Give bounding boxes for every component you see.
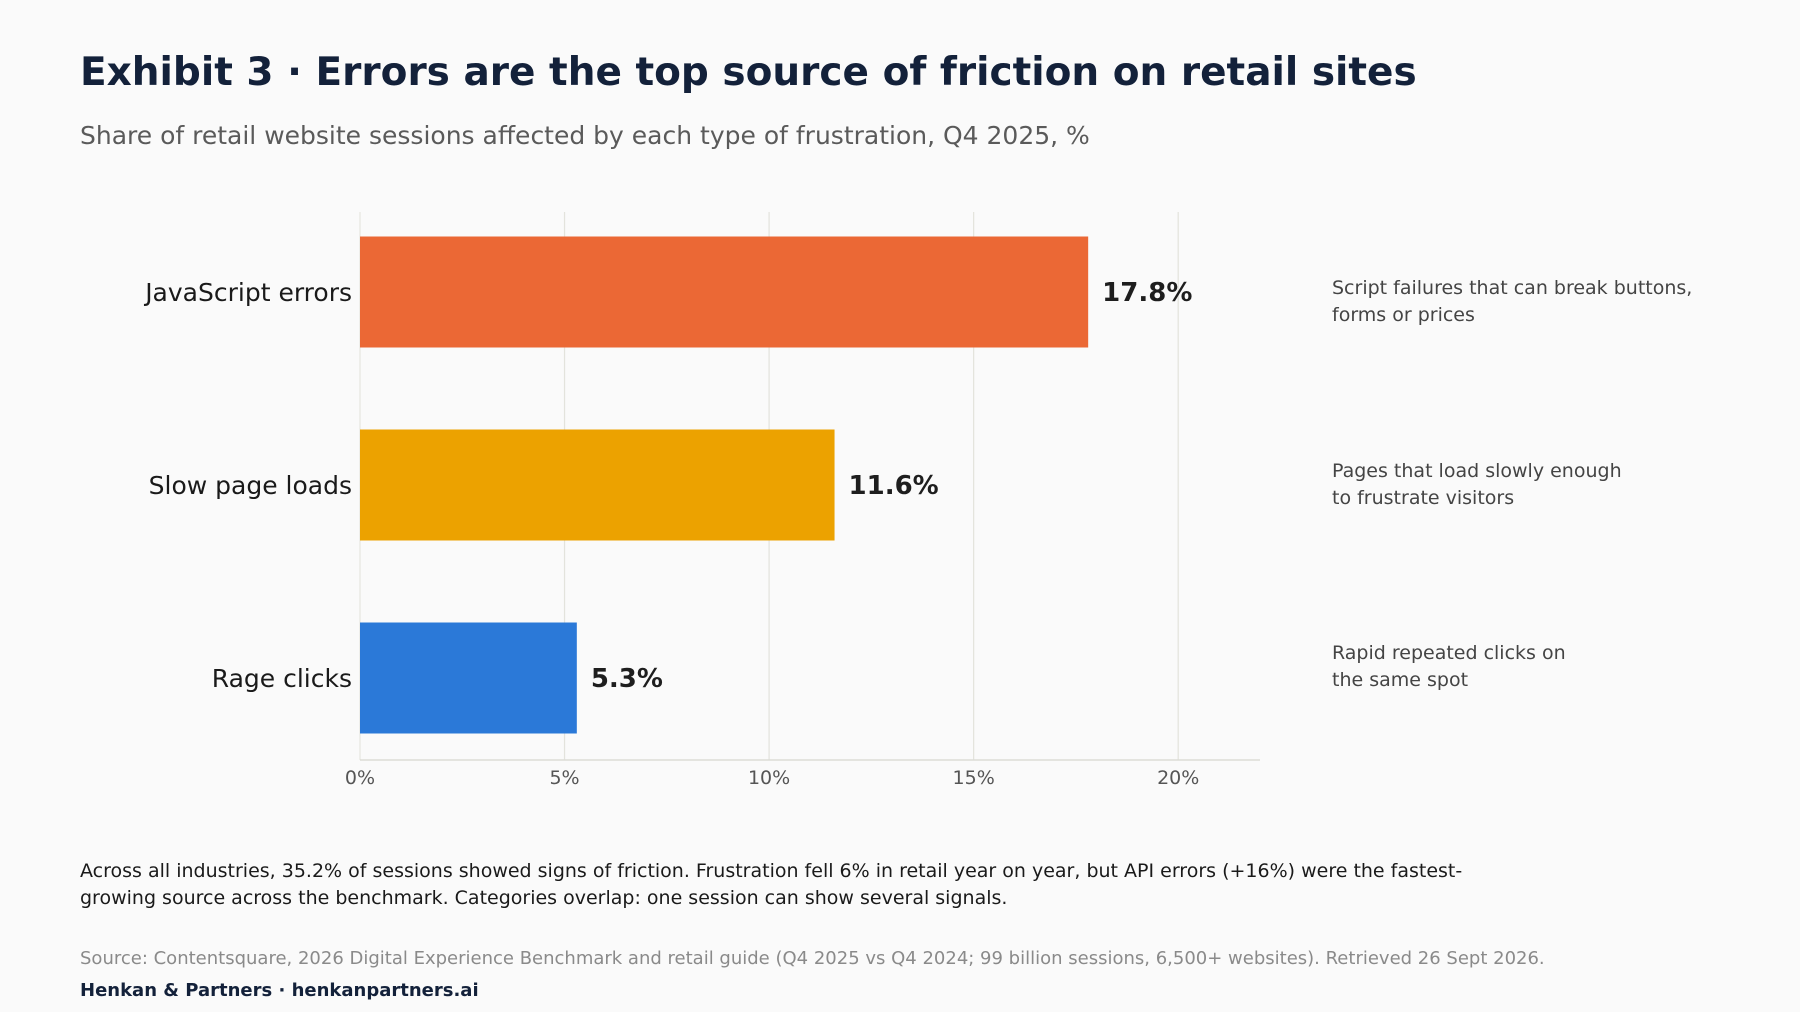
x-tick-label: 5% xyxy=(549,767,579,789)
summary-text: Across all industries, 35.2% of sessions… xyxy=(80,860,1463,909)
x-tick-label: 10% xyxy=(748,767,790,789)
bar-chart: 0% 5% 10% 15% 20% JavaScript errors 17.8% Slow … xyxy=(143,212,1260,789)
annotation-javascript-errors: Script failures that can break buttons, … xyxy=(1332,277,1693,326)
category-label: Slow page loads xyxy=(149,471,352,500)
annotation-rage-clicks: Rapid repeated clicks on the same spot xyxy=(1332,642,1566,691)
category-label: JavaScript errors xyxy=(143,278,352,307)
category-label: Rage clicks xyxy=(212,664,352,693)
source-note: Source: Contentsquare, 2026 Digital Expe… xyxy=(80,948,1545,969)
annotation-slow-page-loads: Pages that load slowly enough to frustra… xyxy=(1332,460,1622,509)
value-label: 11.6% xyxy=(849,471,939,501)
chart-title: Exhibit 3 · Errors are the top source of… xyxy=(80,50,1417,95)
value-label: 5.3% xyxy=(591,664,663,694)
bar-1 xyxy=(360,429,835,541)
bar-2 xyxy=(360,622,577,734)
x-tick-label: 15% xyxy=(953,767,995,789)
bar-0 xyxy=(360,236,1089,348)
brand-credit: Henkan & Partners · henkanpartners.ai xyxy=(80,980,479,1001)
chart-subtitle: Share of retail website sessions affecte… xyxy=(80,121,1090,150)
x-tick-label: 0% xyxy=(345,767,375,789)
x-tick-label: 20% xyxy=(1157,767,1199,789)
value-label: 17.8% xyxy=(1102,278,1192,308)
